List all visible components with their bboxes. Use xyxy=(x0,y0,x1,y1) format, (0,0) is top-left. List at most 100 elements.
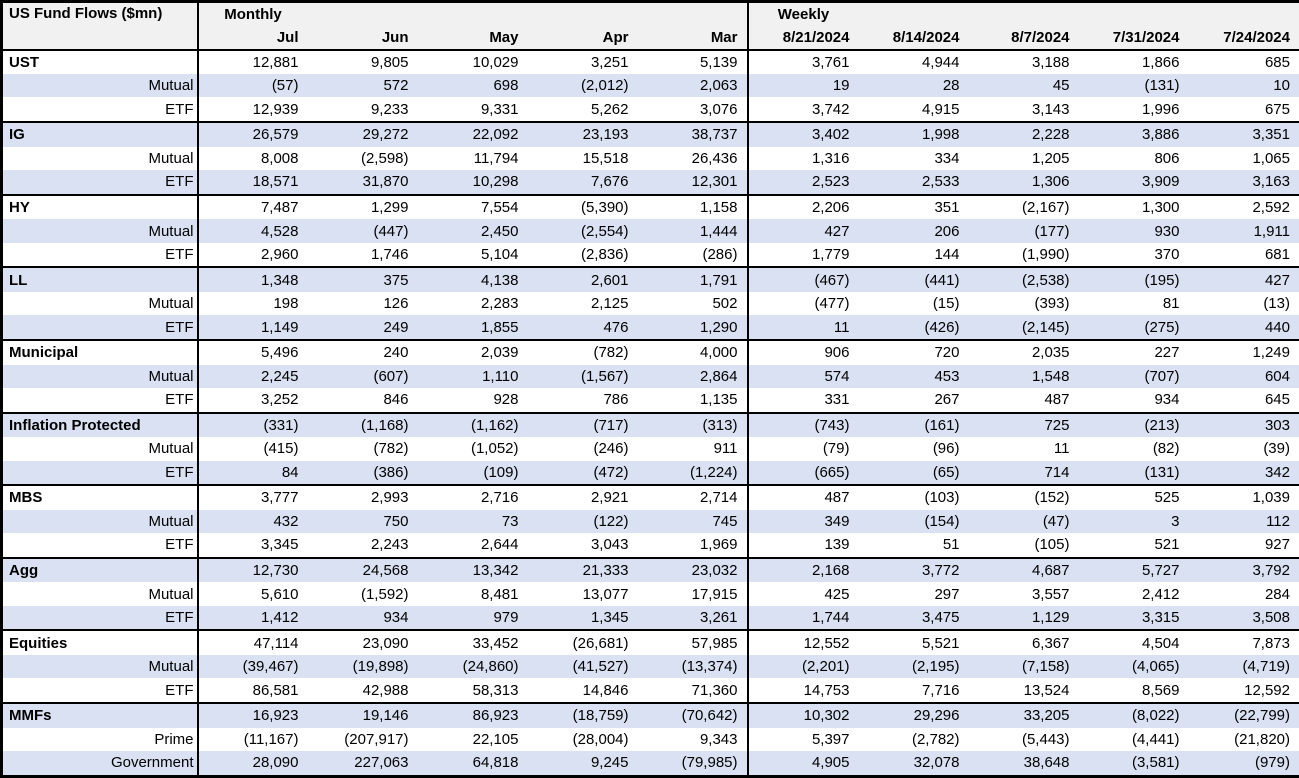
value-cell: 29,272 xyxy=(307,121,418,147)
value-cell: 42,988 xyxy=(362,681,409,699)
value-cell: 521 xyxy=(1154,536,1180,554)
sub-row-label: Mutual xyxy=(1,146,199,171)
value-cell: 1,412 xyxy=(197,605,308,631)
value-cell: 23,032 xyxy=(637,556,749,583)
value-cell: 8,569 xyxy=(1141,681,1180,699)
value-cell: 2,168 xyxy=(747,556,859,583)
column-header-week-3: 8/7/2024 xyxy=(968,25,1079,50)
value-cell: 11,794 xyxy=(473,149,519,167)
value-cell: 2,921 xyxy=(527,484,638,510)
value-cell: 3,315 xyxy=(1078,605,1189,631)
value-cell: 1,345 xyxy=(527,605,638,631)
value-cell: (1,592) xyxy=(360,585,409,603)
value-cell: (103) xyxy=(858,484,969,510)
value-cell: 1,866 xyxy=(1078,48,1189,75)
value-cell: 19 xyxy=(747,74,859,98)
sub-row-label: ETF xyxy=(1,460,199,486)
value-cell: 1,249 xyxy=(1188,338,1299,365)
value-cell: (7,158) xyxy=(968,655,1079,679)
value-cell: (122) xyxy=(527,509,638,534)
value-cell: 29,296 xyxy=(858,701,969,728)
value-cell: 681 xyxy=(1264,246,1290,263)
value-cell: 1,548 xyxy=(968,364,1079,388)
value-cell: (707) xyxy=(1078,364,1189,388)
value-cell: (1,162) xyxy=(417,411,528,438)
value-cell: 1,911 xyxy=(1188,219,1299,243)
table-row: Mutual 2,245 (607) 1,110 (1,567) 2,864 574 453 1… xyxy=(1,364,1299,388)
table-row: ETF 3,345 2,243 2,644 3,043 1,969 139 51 (105) 52… xyxy=(1,533,1299,558)
value-cell: 38,737 xyxy=(637,121,749,147)
value-cell: 2,228 xyxy=(968,121,1079,147)
value-cell: 4,905 xyxy=(747,750,859,777)
value-cell: 139 xyxy=(824,536,850,554)
value-cell: 227,063 xyxy=(307,750,418,777)
value-cell: 58,313 xyxy=(472,681,519,699)
value-cell: 846 xyxy=(383,391,409,409)
value-cell: (195) xyxy=(1078,266,1189,292)
value-cell: (5,443) xyxy=(1021,730,1070,748)
value-cell: 453 xyxy=(858,364,969,388)
value-cell: 906 xyxy=(747,338,859,365)
value-cell: 2,960 xyxy=(260,246,299,263)
value-cell: 806 xyxy=(1154,149,1180,167)
value-cell: (743) xyxy=(747,411,859,438)
group-row-label: MBS xyxy=(1,484,199,510)
group-row-label: Municipal xyxy=(1,338,199,365)
value-cell: 2,993 xyxy=(307,484,418,510)
value-cell: 5,496 xyxy=(197,338,308,365)
sub-row-label: Mutual xyxy=(1,74,199,98)
value-cell: 2,125 xyxy=(590,295,629,313)
value-cell: 2,283 xyxy=(480,295,519,313)
value-cell: (57) xyxy=(197,74,308,98)
value-cell: 38,648 xyxy=(968,750,1079,777)
value-cell: 11 xyxy=(1053,440,1070,458)
value-cell: 1,779 xyxy=(811,246,850,263)
value-cell: 16,923 xyxy=(197,701,308,728)
value-cell: 3,475 xyxy=(858,605,969,631)
group-row-label: Inflation Protected xyxy=(1,411,199,438)
value-cell: (477) xyxy=(814,295,850,313)
value-cell: 3,188 xyxy=(968,48,1079,75)
sub-row-label: Mutual xyxy=(1,291,199,316)
group-row-label: Equities xyxy=(1,629,199,656)
value-cell: 3 xyxy=(1078,509,1189,534)
value-cell: (393) xyxy=(1034,295,1070,313)
value-cell: 21,333 xyxy=(527,556,638,583)
table-body: UST 12,881 9,805 10,029 3,251 5,139 3,761 4,944… xyxy=(1,48,1299,777)
value-cell: 1,744 xyxy=(747,605,859,631)
value-cell: (246) xyxy=(593,440,629,458)
value-cell: 2,245 xyxy=(197,364,308,388)
header-spacer xyxy=(1078,1,1189,26)
value-cell: 3,251 xyxy=(527,48,638,75)
value-cell: 3,508 xyxy=(1188,605,1299,631)
value-cell: 45 xyxy=(968,74,1079,98)
value-cell: 698 xyxy=(417,74,528,98)
value-cell: 1,039 xyxy=(1188,484,1299,510)
value-cell: (19,898) xyxy=(307,655,418,679)
value-cell: 2,450 xyxy=(417,219,528,243)
value-cell: 1,855 xyxy=(417,315,528,340)
value-cell: 5,104 xyxy=(480,246,519,263)
table-row: Agg 12,730 24,568 13,342 21,333 23,032 2,168 3,… xyxy=(1,556,1299,583)
value-cell: 1,998 xyxy=(858,121,969,147)
value-cell: 574 xyxy=(747,364,859,388)
sub-row-label: ETF xyxy=(1,242,199,268)
value-cell: 1,110 xyxy=(417,364,528,388)
value-cell: 249 xyxy=(307,315,418,340)
value-cell: (22,799) xyxy=(1188,701,1299,728)
value-cell: 22,105 xyxy=(472,730,519,748)
value-cell: 12,730 xyxy=(197,556,308,583)
column-header-apr: Apr xyxy=(527,25,638,50)
value-cell: 51 xyxy=(942,536,960,554)
value-cell: (39) xyxy=(1263,440,1290,458)
value-cell: 487 xyxy=(1044,391,1070,409)
value-cell: (331) xyxy=(197,411,308,438)
value-cell: 934 xyxy=(1154,391,1180,409)
value-cell: (96) xyxy=(932,440,960,458)
value-cell: 57,985 xyxy=(637,629,749,656)
value-cell: 3,792 xyxy=(1188,556,1299,583)
value-cell: (41,527) xyxy=(527,655,638,679)
value-cell: (105) xyxy=(1034,536,1070,554)
table-row: Mutual 432 750 73 (122) 745 349 (154) (47) 3 112 xyxy=(1,509,1299,534)
value-cell: (979) xyxy=(1188,750,1299,777)
